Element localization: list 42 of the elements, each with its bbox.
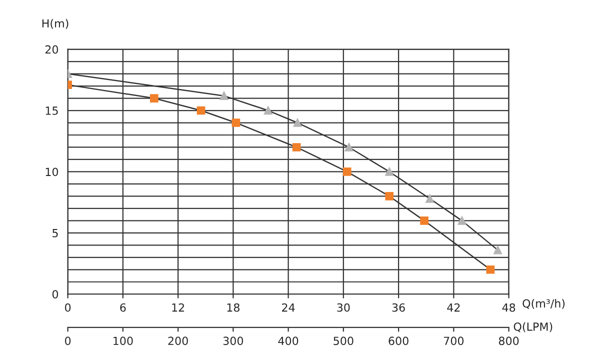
x-tick-label: 36 [392, 303, 405, 312]
y-tick-label: 20 [45, 45, 58, 54]
x-tick-label: 6 [120, 303, 126, 312]
x2-tick-label: 0 [65, 336, 71, 346]
point [385, 168, 394, 176]
point [220, 92, 228, 100]
x-tick-label: 30 [337, 303, 350, 312]
point [264, 106, 272, 115]
point [342, 168, 352, 176]
x-tick-label: 24 [282, 303, 295, 312]
point [292, 143, 301, 152]
x-tick-label: 48 [502, 303, 516, 312]
point [232, 118, 240, 127]
y-tick-label: 15 [46, 106, 58, 115]
x-axis-title: Q(m³/h) [522, 299, 565, 309]
x-tick-label: 42 [447, 303, 460, 312]
point [420, 216, 428, 225]
x2-axis-title: Q(LPM) [514, 322, 552, 332]
x2-tick-label: 500 [334, 336, 354, 346]
x-tick-label: 12 [172, 303, 184, 312]
x2-tick-label: 600 [388, 336, 408, 346]
point [486, 265, 495, 274]
x-tick-label: 0 [65, 303, 71, 312]
x2-tick-label: 700 [444, 336, 464, 346]
point [196, 106, 206, 115]
y-tick-label: 10 [46, 168, 58, 176]
y-tick-label: 0 [52, 290, 58, 298]
point [150, 94, 158, 102]
point [385, 192, 394, 200]
point [458, 216, 466, 225]
x2-tick-label: 300 [223, 336, 244, 346]
point [494, 246, 502, 254]
x-tick-label: 18 [227, 303, 240, 312]
point [293, 118, 302, 127]
x2-tick-label: 800 [498, 336, 519, 346]
point [344, 143, 354, 152]
y-axis-title: H(m) [42, 18, 68, 29]
x2-tick-label: 200 [168, 336, 188, 346]
point [426, 194, 434, 203]
x2-tick-label: 100 [114, 336, 133, 346]
y-tick-label: 5 [52, 229, 58, 238]
x2-tick-label: 400 [278, 336, 298, 346]
